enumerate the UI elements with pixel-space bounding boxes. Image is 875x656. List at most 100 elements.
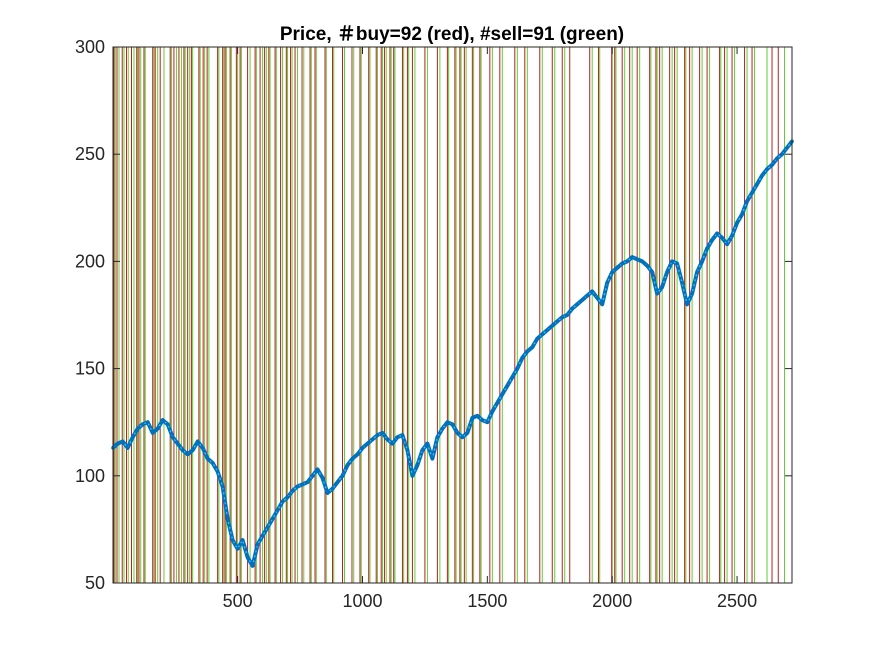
price-point [725, 242, 729, 247]
price-point [650, 270, 654, 274]
price-point [405, 448, 410, 452]
price-point [180, 448, 185, 452]
price-point [585, 293, 590, 298]
axis-ticks: 500 1000 1500 2000 2500 50 100 150 200 250 300 [75, 37, 792, 611]
price-point [625, 259, 629, 264]
price-point [365, 441, 370, 446]
price-point [160, 418, 165, 422]
price-point [185, 452, 190, 457]
price-point [720, 236, 724, 240]
price-point [130, 435, 135, 440]
price-point [205, 456, 210, 461]
price-point [445, 420, 450, 425]
price-point [150, 431, 155, 435]
plot-frame [112, 46, 793, 584]
price-point [730, 233, 734, 238]
price-point [750, 190, 754, 195]
price-point [630, 255, 634, 259]
price-point [560, 315, 565, 319]
price-point [635, 257, 639, 262]
price-point [215, 469, 220, 474]
y-tick-label: 100 [75, 466, 105, 486]
price-point [640, 259, 644, 264]
price-point [400, 433, 405, 437]
price-point [755, 182, 759, 187]
price-point [135, 426, 140, 431]
price-point [615, 266, 619, 270]
price-point [610, 270, 614, 274]
price-point [545, 328, 550, 332]
price-series [111, 139, 794, 568]
price-point [380, 431, 385, 435]
price-point [600, 302, 605, 307]
price-point [310, 474, 315, 478]
price-point [495, 401, 500, 405]
price-point [695, 270, 699, 274]
price-point [775, 156, 779, 161]
price-point [355, 452, 360, 457]
price-point [465, 431, 470, 435]
price-point [570, 306, 575, 311]
price-point [705, 246, 709, 251]
price-point [360, 446, 365, 450]
price-point [550, 323, 555, 328]
price-point [665, 270, 669, 274]
price-point [540, 332, 545, 337]
price-line-markers [112, 140, 793, 568]
price-point [250, 564, 255, 568]
price-point [700, 259, 704, 264]
price-point [120, 439, 125, 444]
price-point [145, 420, 150, 425]
price-point [770, 163, 774, 167]
price-point [285, 495, 290, 500]
price-point [115, 441, 120, 446]
price-point [175, 441, 180, 446]
price-point [200, 446, 205, 450]
price-point [390, 441, 395, 446]
price-point [525, 349, 530, 354]
price-point [680, 281, 684, 285]
price-point [475, 413, 480, 418]
price-point [195, 439, 200, 444]
price-point [765, 167, 769, 172]
price-point [530, 345, 535, 349]
price-point [500, 392, 505, 397]
price-point [460, 435, 465, 440]
price-point [425, 441, 430, 446]
price-point [455, 431, 460, 435]
price-point [595, 296, 600, 300]
x-tick-label: 1500 [467, 591, 507, 611]
price-point [420, 448, 425, 452]
signal-lines [113, 47, 786, 583]
price-point [675, 261, 679, 266]
price-point [340, 474, 345, 478]
price-point [410, 474, 415, 478]
price-point [270, 516, 275, 521]
price-point [745, 199, 749, 204]
y-tick-label: 250 [75, 144, 105, 164]
price-point [240, 538, 245, 542]
chart-title: Price, ＃buy=92 (red), #sell=91 (green) [280, 24, 624, 45]
x-tick-label: 2000 [592, 591, 632, 611]
x-tick-label: 1000 [342, 591, 382, 611]
price-point [645, 263, 649, 268]
price-point [265, 525, 270, 530]
price-point [330, 486, 335, 491]
price-point [280, 499, 285, 504]
price-point [655, 291, 659, 296]
price-point [440, 426, 445, 431]
price-point [510, 375, 515, 379]
price-point [590, 289, 595, 294]
price-point [225, 516, 230, 521]
price-point [165, 422, 170, 427]
price-point [255, 542, 260, 547]
price-point [660, 285, 664, 289]
price-point [575, 302, 580, 307]
x-tick-label: 500 [223, 591, 253, 611]
price-point [290, 489, 295, 493]
price-point [320, 476, 325, 480]
price-point [415, 463, 420, 467]
price-point [125, 446, 130, 450]
price-point [375, 433, 380, 437]
